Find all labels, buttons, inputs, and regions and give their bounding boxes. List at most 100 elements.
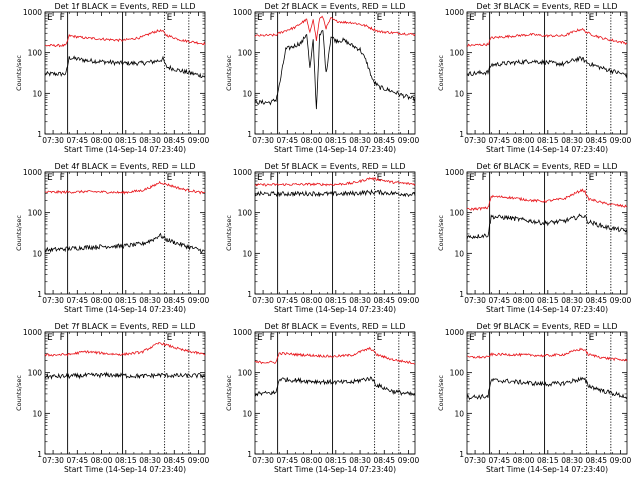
x-tick-label: 08:00 bbox=[91, 136, 113, 145]
x-tick-label: 07:30 bbox=[252, 136, 274, 145]
time-marker-label: F bbox=[482, 13, 487, 23]
lld-series-line bbox=[466, 188, 628, 211]
x-tick-label: 08:15 bbox=[537, 456, 559, 465]
x-tick-label: 08:15 bbox=[537, 296, 559, 305]
y-tick-label: 10 bbox=[454, 249, 464, 258]
y-tick-label: 100 bbox=[238, 209, 253, 218]
lld-series-line bbox=[44, 341, 206, 357]
x-tick-label: 07:45 bbox=[489, 296, 511, 305]
detector-panel-6f: Det 6f BLACK = Events, RED = LLD 1 10 100 10… bbox=[437, 162, 632, 314]
detector-panel-2f: Det 2f BLACK = Events, RED = LLD 1 10 100 10… bbox=[225, 2, 420, 154]
x-tick-label: 07:30 bbox=[252, 456, 274, 465]
detector-panel-5f: Det 5f BLACK = Events, RED = LLD 1 10 100 10… bbox=[225, 162, 420, 314]
events-series-line bbox=[44, 55, 206, 79]
plot-frame bbox=[254, 171, 416, 295]
y-tick-label: 1 bbox=[37, 450, 42, 459]
y-tick-label: 10 bbox=[242, 89, 252, 98]
time-marker-label: E bbox=[47, 173, 53, 183]
events-series-line bbox=[254, 188, 416, 198]
plot-frame bbox=[44, 11, 206, 135]
x-axis-label: Start Time (14-Sep-14 07:23:40) bbox=[486, 465, 608, 474]
time-marker-label: E bbox=[47, 333, 53, 343]
y-tick-label: 10 bbox=[32, 249, 42, 258]
x-tick-label: 08:30 bbox=[561, 456, 583, 465]
y-axis-label: Counts/sec bbox=[437, 215, 445, 251]
detector-panel-7f: Det 7f BLACK = Events, RED = LLD 1 10 100 10… bbox=[15, 322, 210, 474]
x-tick-label: 09:00 bbox=[188, 456, 210, 465]
time-marker-label: E bbox=[469, 13, 475, 23]
y-tick-label: 1000 bbox=[23, 8, 42, 17]
x-tick-label: 08:45 bbox=[585, 296, 607, 305]
panel-title: Det 1f BLACK = Events, RED = LLD bbox=[54, 2, 195, 11]
x-tick-label: 09:00 bbox=[188, 296, 210, 305]
x-axis-label: Start Time (14-Sep-14 07:23:40) bbox=[64, 305, 186, 314]
events-series-line bbox=[44, 371, 206, 380]
time-marker-label: E bbox=[469, 173, 475, 183]
time-marker-label: F bbox=[60, 173, 65, 183]
panel-title: Det 9f BLACK = Events, RED = LLD bbox=[476, 322, 617, 331]
plot-frame bbox=[44, 171, 206, 295]
x-tick-label: 08:00 bbox=[301, 296, 323, 305]
time-marker-label: F bbox=[270, 13, 275, 23]
lld-series-line bbox=[254, 15, 416, 41]
x-axis-label: Start Time (14-Sep-14 07:23:40) bbox=[274, 305, 396, 314]
x-tick-label: 08:45 bbox=[373, 136, 395, 145]
detector-panel-9f: Det 9f BLACK = Events, RED = LLD 1 10 100 10… bbox=[437, 322, 632, 474]
y-axis-label: Counts/sec bbox=[437, 55, 445, 91]
y-tick-label: 1 bbox=[459, 130, 464, 139]
plot-frame bbox=[254, 331, 416, 455]
x-tick-label: 07:45 bbox=[489, 136, 511, 145]
x-axis-label: Start Time (14-Sep-14 07:23:40) bbox=[486, 305, 608, 314]
lld-series-line bbox=[467, 347, 628, 362]
panel-title: Det 2f BLACK = Events, RED = LLD bbox=[264, 2, 405, 11]
time-marker-label: E bbox=[167, 333, 173, 343]
x-axis-label: Start Time (14-Sep-14 07:23:40) bbox=[486, 145, 608, 154]
x-tick-label: 08:45 bbox=[585, 136, 607, 145]
time-marker-label: E bbox=[377, 333, 383, 343]
time-marker-label: E bbox=[377, 13, 383, 23]
x-tick-label: 08:45 bbox=[163, 136, 185, 145]
events-series-line bbox=[466, 213, 628, 240]
y-tick-label: 100 bbox=[28, 369, 43, 378]
time-marker-label: E bbox=[257, 333, 263, 343]
x-tick-label: 07:45 bbox=[277, 296, 299, 305]
time-marker-label: E bbox=[167, 13, 173, 23]
y-tick-label: 10 bbox=[32, 89, 42, 98]
x-tick-label: 08:30 bbox=[349, 296, 371, 305]
y-tick-label: 100 bbox=[238, 49, 253, 58]
y-tick-label: 1000 bbox=[445, 168, 464, 177]
time-marker-label: F bbox=[482, 333, 487, 343]
x-axis-label: Start Time (14-Sep-14 07:23:40) bbox=[274, 145, 396, 154]
events-series-line bbox=[466, 56, 628, 79]
y-tick-label: 1000 bbox=[233, 8, 252, 17]
y-tick-label: 10 bbox=[454, 409, 464, 418]
y-tick-label: 1 bbox=[37, 130, 42, 139]
x-tick-label: 08:45 bbox=[373, 296, 395, 305]
y-tick-label: 1000 bbox=[23, 328, 42, 337]
panel-title: Det 4f BLACK = Events, RED = LLD bbox=[54, 162, 195, 171]
x-tick-label: 08:15 bbox=[115, 456, 137, 465]
time-marker-label: F bbox=[482, 173, 487, 183]
x-tick-label: 07:45 bbox=[67, 456, 89, 465]
time-marker-label: F bbox=[60, 13, 65, 23]
y-tick-label: 1000 bbox=[233, 168, 252, 177]
y-tick-label: 1 bbox=[247, 450, 252, 459]
events-series-line bbox=[466, 376, 628, 401]
y-tick-label: 1 bbox=[247, 290, 252, 299]
y-axis-label: Counts/sec bbox=[225, 375, 233, 411]
x-tick-label: 08:30 bbox=[139, 136, 161, 145]
panel-title: Det 7f BLACK = Events, RED = LLD bbox=[54, 322, 195, 331]
x-tick-label: 07:45 bbox=[67, 296, 89, 305]
x-tick-label: 09:00 bbox=[398, 136, 420, 145]
time-marker-label: E bbox=[589, 173, 595, 183]
x-tick-label: 08:00 bbox=[513, 296, 535, 305]
x-tick-label: 07:45 bbox=[67, 136, 89, 145]
x-tick-label: 09:00 bbox=[188, 136, 210, 145]
x-tick-label: 08:15 bbox=[537, 136, 559, 145]
x-tick-label: 08:45 bbox=[163, 296, 185, 305]
x-tick-label: 08:00 bbox=[301, 136, 323, 145]
x-axis-label: Start Time (14-Sep-14 07:23:40) bbox=[274, 465, 396, 474]
x-tick-label: 09:00 bbox=[610, 296, 632, 305]
y-tick-label: 1000 bbox=[445, 328, 464, 337]
